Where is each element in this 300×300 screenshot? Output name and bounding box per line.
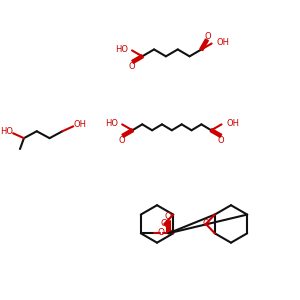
Text: HO: HO: [0, 127, 13, 136]
Text: OH: OH: [217, 38, 230, 47]
Text: O: O: [202, 219, 209, 228]
Text: O: O: [161, 219, 168, 228]
Text: HO: HO: [115, 45, 128, 54]
Text: HO: HO: [105, 119, 118, 128]
Text: O: O: [217, 136, 224, 145]
Text: OH: OH: [226, 119, 239, 128]
Text: OH: OH: [74, 120, 87, 129]
Text: O: O: [157, 228, 164, 237]
Text: O: O: [205, 32, 211, 40]
Text: O: O: [165, 212, 172, 221]
Text: O: O: [129, 62, 135, 71]
Text: O: O: [119, 136, 125, 145]
